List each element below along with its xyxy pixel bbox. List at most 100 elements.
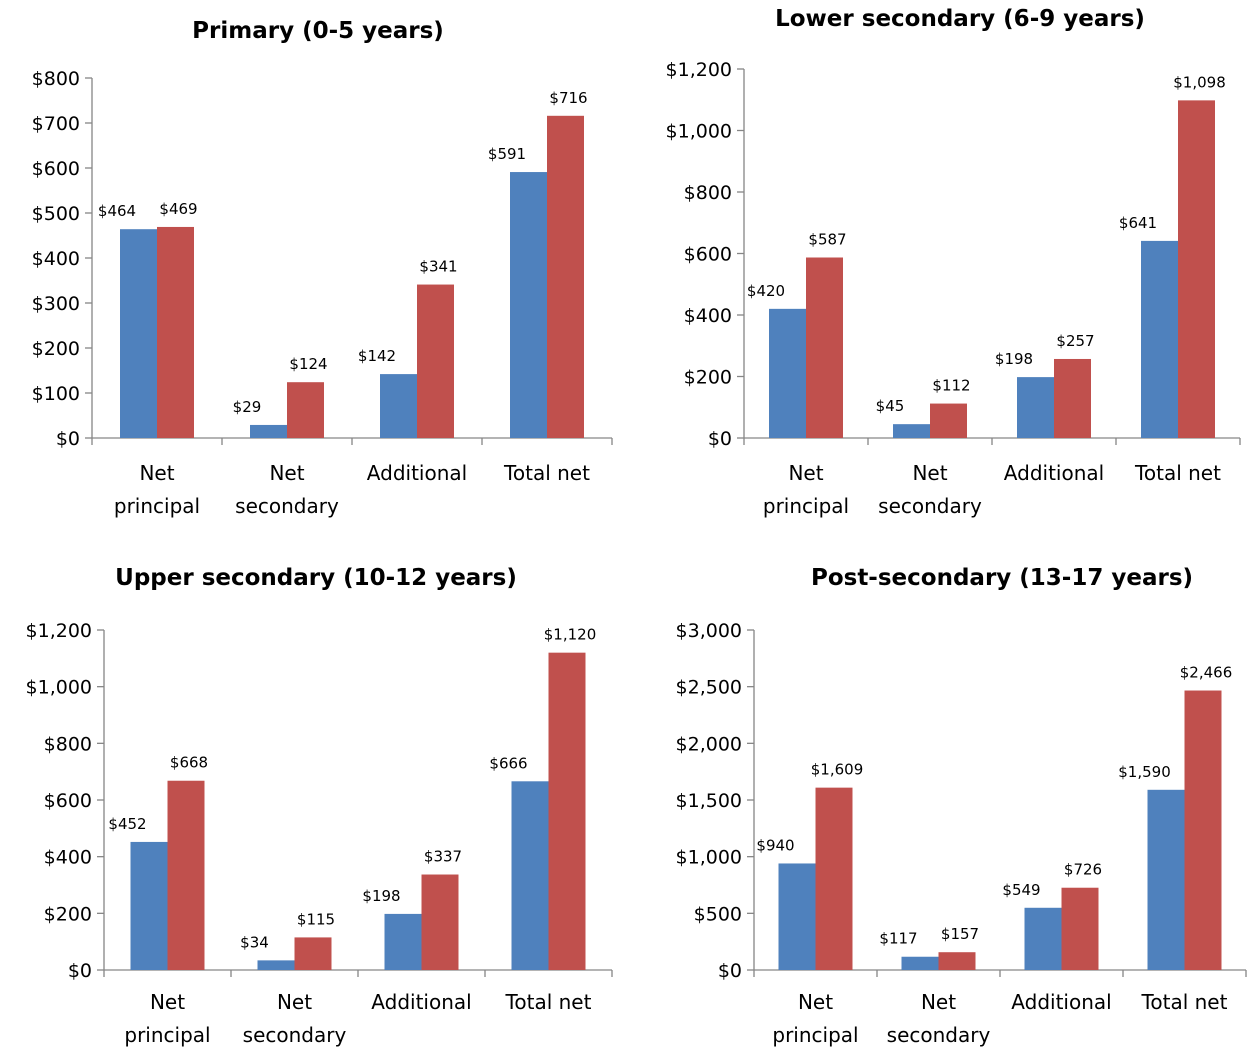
bar-lower-secondary-net-secondary-red xyxy=(930,403,967,438)
y-tick-label-post-secondary-3: $1,500 xyxy=(676,790,742,812)
data-label-upper-secondary-total-net-blue: $666 xyxy=(489,754,527,772)
category-label-upper-secondary-net-principal: Net principal xyxy=(124,990,210,1047)
bar-post-secondary-additional-red xyxy=(1061,887,1099,970)
chart-svg-primary: Primary (0-5 years) $0 $100 $200 $300 $400 $50… xyxy=(32,18,613,518)
y-tick-label-upper-secondary-4: $800 xyxy=(44,733,92,755)
bar-upper-secondary-net-secondary-blue xyxy=(257,960,295,970)
bar-lower-secondary-additional-blue xyxy=(1017,377,1054,438)
bar-post-secondary-total-net-red xyxy=(1184,690,1222,970)
category-label-primary-net-principal: Net principal xyxy=(114,461,200,518)
category-label-post-secondary-net-principal: Net principal xyxy=(772,990,858,1047)
y-tick-label-lower-secondary-1: $200 xyxy=(684,367,732,389)
data-label-primary-net-principal-red: $469 xyxy=(159,200,197,218)
data-label-lower-secondary-additional-blue: $198 xyxy=(995,350,1033,368)
y-tick-label-upper-secondary-2: $400 xyxy=(44,847,92,869)
data-label-lower-secondary-additional-red: $257 xyxy=(1056,332,1094,350)
category-label-primary-additional: Additional xyxy=(367,461,467,485)
bar-upper-secondary-additional-blue xyxy=(384,913,422,970)
category-label-post-secondary-net-secondary: Net secondary xyxy=(887,990,991,1047)
y-tick-label-lower-secondary-4: $800 xyxy=(684,182,732,204)
chart-panel-post-secondary: Post-secondary (13-17 years) $0 $500 $1,000… xyxy=(628,525,1257,1051)
y-tick-label-lower-secondary-6: $1,200 xyxy=(666,59,732,81)
category-label-lower-secondary-net-principal: Net principal xyxy=(763,461,849,518)
bar-lower-secondary-total-net-red xyxy=(1178,100,1215,439)
y-tick-label-primary-7: $700 xyxy=(32,113,80,135)
y-tick-label-lower-secondary-3: $600 xyxy=(684,244,732,266)
data-label-upper-secondary-net-principal-blue: $452 xyxy=(108,815,146,833)
y-tick-label-upper-secondary-0: $0 xyxy=(68,960,92,982)
bar-post-secondary-net-secondary-red xyxy=(938,952,976,970)
data-label-lower-secondary-net-secondary-red: $112 xyxy=(932,377,970,395)
data-label-primary-additional-blue: $142 xyxy=(358,347,396,365)
bar-post-secondary-net-secondary-blue xyxy=(901,956,939,970)
category-label-upper-secondary-net-secondary: Net secondary xyxy=(243,990,347,1047)
bar-primary-total-net-blue xyxy=(510,172,547,439)
chart-panel-lower-secondary: Lower secondary (6-9 years) $0 $200 $400 $60… xyxy=(628,0,1257,525)
y-tick-label-post-secondary-6: $3,000 xyxy=(676,620,742,642)
bar-post-secondary-net-principal-blue xyxy=(778,863,816,970)
bar-upper-secondary-additional-red xyxy=(421,874,459,970)
y-tick-label-upper-secondary-1: $200 xyxy=(44,903,92,925)
y-tick-label-primary-4: $400 xyxy=(32,248,80,270)
data-label-upper-secondary-net-secondary-blue: $34 xyxy=(240,933,269,951)
data-label-upper-secondary-net-secondary-red: $115 xyxy=(297,910,335,928)
bar-post-secondary-total-net-blue xyxy=(1147,789,1185,970)
bar-primary-net-principal-blue xyxy=(120,229,157,438)
bar-post-secondary-additional-blue xyxy=(1024,907,1062,970)
data-label-upper-secondary-additional-blue: $198 xyxy=(362,887,400,905)
data-label-primary-net-secondary-red: $124 xyxy=(289,355,327,373)
y-tick-label-primary-2: $200 xyxy=(32,338,80,360)
category-label-post-secondary-total-net: Total net xyxy=(1141,990,1228,1014)
bar-lower-secondary-net-principal-red xyxy=(806,257,843,438)
y-tick-label-upper-secondary-3: $600 xyxy=(44,790,92,812)
category-label-primary-total-net: Total net xyxy=(503,461,590,485)
y-tick-label-post-secondary-5: $2,500 xyxy=(676,677,742,699)
bar-upper-secondary-net-principal-red xyxy=(167,780,205,970)
bar-lower-secondary-total-net-blue xyxy=(1141,240,1178,438)
bar-upper-secondary-net-secondary-red xyxy=(294,937,332,970)
chart-title-upper-secondary: Upper secondary (10-12 years) xyxy=(115,565,517,591)
data-label-lower-secondary-total-net-blue: $641 xyxy=(1119,214,1157,232)
bar-lower-secondary-net-secondary-blue xyxy=(893,424,930,438)
chart-title-lower-secondary: Lower secondary (6-9 years) xyxy=(775,6,1145,32)
category-label-lower-secondary-additional: Additional xyxy=(1004,461,1104,485)
data-label-lower-secondary-total-net-red: $1,098 xyxy=(1173,73,1226,91)
y-tick-label-upper-secondary-6: $1,200 xyxy=(26,620,92,642)
data-label-post-secondary-net-principal-blue: $940 xyxy=(756,836,794,854)
bar-primary-additional-red xyxy=(417,284,454,438)
data-label-post-secondary-net-principal-red: $1,609 xyxy=(811,761,864,779)
data-label-post-secondary-total-net-blue: $1,590 xyxy=(1118,763,1171,781)
bar-primary-total-net-red xyxy=(547,115,584,439)
y-tick-label-upper-secondary-5: $1,000 xyxy=(26,677,92,699)
y-tick-label-lower-secondary-2: $400 xyxy=(684,305,732,327)
y-tick-label-post-secondary-1: $500 xyxy=(694,903,742,925)
y-tick-label-primary-0: $0 xyxy=(56,428,80,450)
bar-upper-secondary-total-net-blue xyxy=(511,781,549,970)
data-label-primary-additional-red: $341 xyxy=(419,258,457,276)
y-tick-label-primary-1: $100 xyxy=(32,383,80,405)
data-label-lower-secondary-net-principal-red: $587 xyxy=(808,230,846,248)
y-tick-label-primary-8: $800 xyxy=(32,68,80,90)
data-label-primary-net-secondary-blue: $29 xyxy=(233,398,262,416)
chart-svg-upper-secondary: Upper secondary (10-12 years) $0 $200 $400 $… xyxy=(26,565,613,1047)
chart-svg-lower-secondary: Lower secondary (6-9 years) $0 $200 $400 $60… xyxy=(666,6,1241,518)
category-label-lower-secondary-total-net: Total net xyxy=(1134,461,1221,485)
bar-post-secondary-net-principal-red xyxy=(815,787,853,970)
category-label-post-secondary-additional: Additional xyxy=(1011,990,1111,1014)
bar-upper-secondary-net-principal-blue xyxy=(130,841,168,970)
data-label-post-secondary-net-secondary-blue: $117 xyxy=(879,930,917,948)
bar-lower-secondary-additional-red xyxy=(1054,358,1091,438)
category-label-upper-secondary-additional: Additional xyxy=(371,990,471,1014)
data-label-post-secondary-additional-red: $726 xyxy=(1064,861,1102,879)
bar-lower-secondary-net-principal-blue xyxy=(769,308,806,438)
bar-primary-net-secondary-blue xyxy=(250,424,287,438)
data-label-lower-secondary-net-principal-blue: $420 xyxy=(747,282,785,300)
data-label-post-secondary-additional-blue: $549 xyxy=(1002,881,1040,899)
bar-primary-net-principal-red xyxy=(157,226,194,438)
y-tick-label-primary-6: $600 xyxy=(32,158,80,180)
y-tick-label-primary-3: $300 xyxy=(32,293,80,315)
chart-title-post-secondary: Post-secondary (13-17 years) xyxy=(811,565,1193,591)
category-label-primary-net-secondary: Net secondary xyxy=(235,461,339,518)
data-label-primary-total-net-red: $716 xyxy=(549,89,587,107)
